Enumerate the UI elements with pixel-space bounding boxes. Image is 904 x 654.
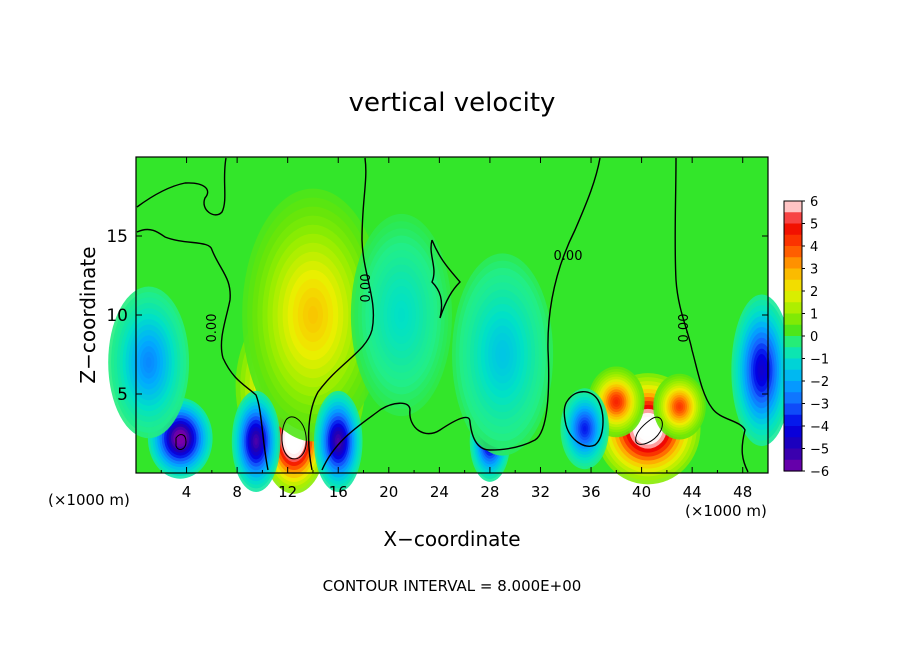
colorbar-swatch xyxy=(784,437,802,450)
colorbar-tick-label: 6 xyxy=(810,195,818,210)
zero-contour-9 xyxy=(635,416,663,445)
zero-contour-8 xyxy=(281,416,307,460)
colorbar-tick-label: −6 xyxy=(810,465,829,480)
x-tick-label: 40 xyxy=(632,483,651,501)
colorbar-tick-label: −4 xyxy=(810,420,829,435)
x-tick-label: 44 xyxy=(683,483,702,501)
velocity-cell-12 xyxy=(731,294,793,447)
colorbar-swatch xyxy=(784,212,802,225)
x-tick-label: 48 xyxy=(733,483,752,501)
colorbar: 6 5 4 3 2 1 0 −1 −2 −3 −4 −5 −6 xyxy=(783,195,829,480)
velocity-cell-14 xyxy=(452,253,554,456)
velocity-cell-9 xyxy=(313,390,363,492)
colorbar-tick-label: 4 xyxy=(810,240,818,255)
colorbar-swatch xyxy=(784,381,802,393)
x-unit-label-left: (×1000 m) xyxy=(48,491,130,509)
colorbar-swatch xyxy=(784,302,802,315)
contour-interval-note: CONTOUR INTERVAL = 8.000E+00 xyxy=(322,577,582,595)
contour-label-2: 0.00 xyxy=(359,274,374,303)
colorbar-tick-label: −1 xyxy=(810,353,829,368)
x-tick-label: 28 xyxy=(480,483,499,501)
zero-contour-3 xyxy=(307,157,375,471)
colorbar-swatch xyxy=(784,336,802,348)
colorbar-swatch xyxy=(784,246,802,258)
x-axis-label: X−coordinate xyxy=(383,527,521,551)
colorbar-swatch xyxy=(784,279,802,292)
x-tick-label: 8 xyxy=(232,483,242,501)
y-tick-label: 10 xyxy=(106,306,128,326)
velocity-cell-15 xyxy=(350,213,452,417)
x-tick-label: 24 xyxy=(430,483,449,501)
zero-contour-4 xyxy=(321,157,601,471)
colorbar-tick-label: 0 xyxy=(810,330,818,345)
colorbar-swatch xyxy=(784,459,802,472)
contour-label-1: 0.00 xyxy=(205,314,220,343)
x-tick-label: 20 xyxy=(379,483,398,501)
x-tick-label: 16 xyxy=(329,483,348,501)
colorbar-swatch xyxy=(784,448,802,461)
colorbar-tick-label: 3 xyxy=(810,263,818,278)
colorbar-swatch xyxy=(784,403,802,416)
colorbar-swatch xyxy=(784,414,802,427)
zero-contour-1 xyxy=(136,157,227,216)
colorbar-swatch xyxy=(784,392,802,405)
colorbar-swatch xyxy=(784,358,802,371)
colorbar-swatch xyxy=(784,324,802,337)
contour-label-4: 0.00 xyxy=(677,314,692,343)
contour-label-3: 0.00 xyxy=(554,249,583,264)
colorbar-tick-label: 5 xyxy=(810,218,818,233)
x-tick-label: 36 xyxy=(581,483,600,501)
colorbar-swatch xyxy=(784,201,802,213)
colorbar-swatch xyxy=(784,313,802,326)
colorbar-tick-label: −2 xyxy=(810,375,829,390)
zero-contour-lines xyxy=(136,157,749,473)
colorbar-swatch xyxy=(784,268,802,281)
velocity-cell-3 xyxy=(242,188,384,442)
colorbar-tick-label: −3 xyxy=(810,398,829,413)
colorbar-tick-label: 2 xyxy=(810,285,818,300)
zero-contour-7 xyxy=(430,239,461,319)
colorbar-tick-label: 1 xyxy=(810,308,818,323)
colorbar-swatch xyxy=(784,223,802,236)
velocity-cell-6 xyxy=(653,373,706,440)
colorbar-swatch xyxy=(784,369,802,382)
x-axis-ticks: 4 8 12 16 20 24 28 32 36 40 44 48 xyxy=(160,157,752,501)
colorbar-swatch xyxy=(784,291,802,303)
zero-contour-5 xyxy=(674,157,749,473)
x-tick-label: 12 xyxy=(278,483,297,501)
zero-contour-6 xyxy=(563,391,604,447)
chart-title: vertical velocity xyxy=(348,88,556,118)
zero-contour-2 xyxy=(136,228,269,471)
x-tick-label: 32 xyxy=(531,483,550,501)
colorbar-swatch xyxy=(784,347,802,360)
colorbar-swatch xyxy=(784,257,802,270)
colorbar-tick-label: −5 xyxy=(810,443,829,458)
y-tick-label: 5 xyxy=(117,385,128,405)
velocity-cell-13 xyxy=(108,286,190,439)
velocity-cell-8 xyxy=(231,390,281,492)
x-tick-label: 4 xyxy=(182,483,192,501)
zero-contour-10 xyxy=(175,434,187,450)
colorbar-swatch xyxy=(784,426,802,438)
velocity-field xyxy=(108,157,793,494)
y-tick-label: 15 xyxy=(106,227,128,247)
colorbar-swatch xyxy=(784,234,802,247)
x-unit-label-right: (×1000 m) xyxy=(685,502,767,520)
y-axis-ticks: 5 10 15 xyxy=(106,227,768,405)
